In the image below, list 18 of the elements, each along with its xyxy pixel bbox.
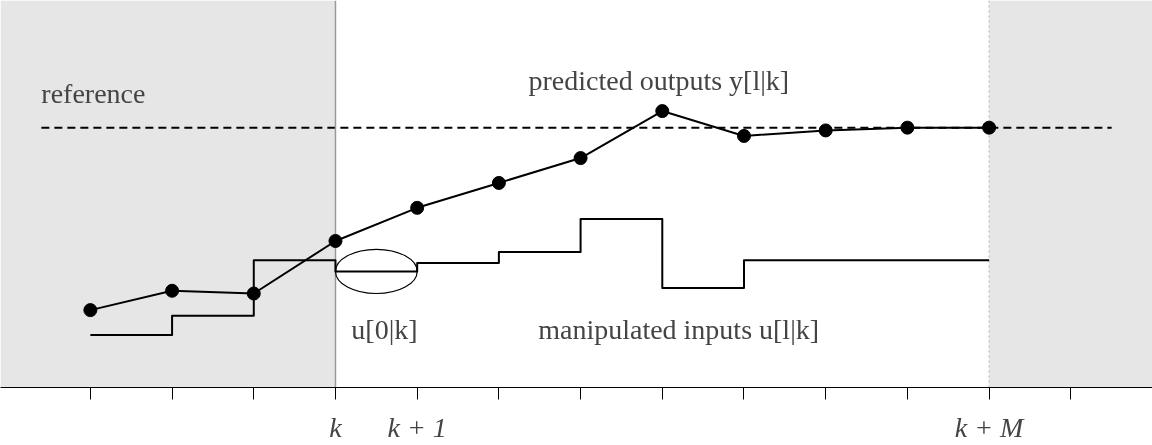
x-tick-label: k	[329, 411, 343, 443]
point	[655, 104, 670, 119]
point	[900, 120, 915, 135]
x-tick-label: k + M	[954, 411, 1026, 443]
x-tick-label: k + 1	[387, 411, 447, 443]
point	[410, 200, 425, 215]
point	[491, 175, 506, 190]
point	[328, 234, 343, 248]
point	[83, 303, 98, 318]
point	[982, 120, 997, 135]
point	[736, 128, 751, 143]
point	[818, 123, 833, 138]
point	[165, 283, 180, 298]
annotation: u[0|k]	[351, 313, 418, 345]
annotation: manipulated inputs u[l|k]	[538, 313, 820, 345]
ref-line-label: reference	[41, 78, 146, 110]
text: predicted outputs y[l|k]	[528, 65, 790, 97]
point	[573, 151, 588, 166]
